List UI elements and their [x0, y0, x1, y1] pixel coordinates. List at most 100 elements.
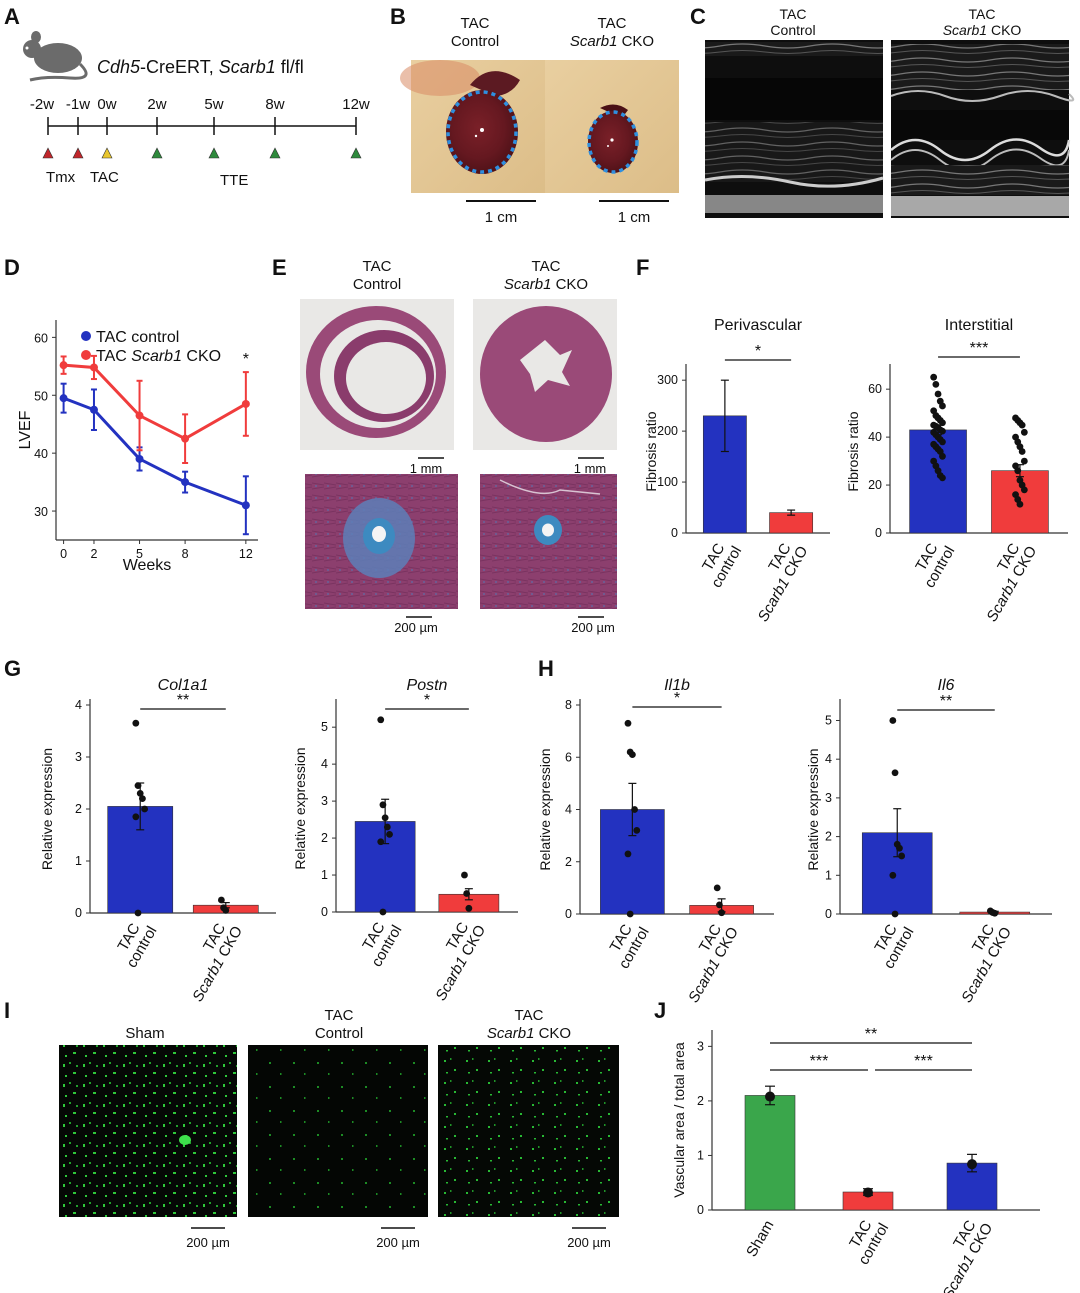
i-scale-sham: 200 µm: [186, 1235, 230, 1250]
y-tick-label: 4: [75, 698, 82, 712]
significance-label: ***: [970, 340, 989, 357]
cko-heart-image: [588, 111, 638, 173]
y-tick-label: 0: [671, 526, 678, 540]
d-y-axis-label: LVEF: [17, 410, 34, 449]
y-tick-label: 5: [321, 720, 328, 734]
timeline-label: -2w: [30, 96, 54, 113]
e-scale-um-control: 200 µm: [394, 620, 438, 635]
panel-labels: A B C D E F G H I J: [4, 4, 706, 1023]
data-point: [626, 910, 634, 918]
x-category-label: TACcontrol: [602, 916, 653, 971]
mouse-icon: [23, 31, 88, 82]
data-point: [377, 838, 385, 846]
timeline-ticks: -2w -1w 0w 2w 5w 8w 12w: [30, 96, 370, 159]
j-bar: [744, 1095, 796, 1211]
y-tick-label: 2: [565, 855, 572, 869]
j-category-label: TACcontrol: [841, 1212, 892, 1267]
y-tick-label: 0: [321, 905, 328, 919]
timeline-marker: [208, 147, 220, 159]
significance-label: *: [755, 343, 761, 360]
chart-title: Il6: [938, 677, 955, 694]
significance-label: *: [674, 690, 680, 707]
x-category-label: TACScarb1 CKO: [944, 916, 1015, 1005]
data-point: [386, 830, 393, 838]
data-point: [939, 402, 946, 410]
d-data-point: [89, 363, 98, 372]
j-y-tick-label: 1: [697, 1148, 704, 1162]
data-point: [713, 884, 721, 892]
d-series-line: [63, 396, 247, 507]
e-cko-heart-section: [480, 306, 612, 442]
e-control-heart-section: [306, 306, 446, 438]
data-point: [889, 717, 897, 724]
panel-d: 30 40 50 60 0 2 5 8 12 Weeks LVEF TAC control TAC Sc…: [17, 320, 258, 574]
d-significance-star: *: [243, 351, 249, 368]
j-category-label: TACScarb1 CKO: [926, 1212, 997, 1293]
panel-e: TAC Control TAC Scarb1 CKO 1 mm 1 mm 200…: [300, 258, 617, 635]
lvef-line-chart: 30 40 50 60 0 2 5 8 12 Weeks LVEF TAC control TAC Sc…: [17, 320, 258, 574]
panel-i: Sham TAC Control TAC Scarb1 CKO 200 µm 2…: [59, 1007, 619, 1250]
y-tick-label: 40: [868, 430, 882, 444]
panel-label-g: G: [4, 656, 21, 681]
data-point: [136, 790, 144, 797]
data-point: [1016, 500, 1024, 508]
data-point: [1020, 486, 1028, 494]
i-sham-vessel: [179, 1135, 191, 1145]
c-control-tac: TAC: [780, 6, 807, 22]
y-tick-label: 100: [657, 475, 678, 489]
d-x-axis-label: Weeks: [123, 557, 172, 574]
data-point: [465, 904, 473, 912]
d-data-point: [135, 411, 144, 420]
data-point: [628, 751, 636, 759]
data-point: [891, 910, 899, 918]
e-scale-mm-cko: 1 mm: [574, 461, 607, 476]
y-tick-label: 1: [825, 868, 832, 882]
timeline-label: 8w: [265, 96, 284, 113]
b-cko-label: Scarb1 CKO: [570, 33, 654, 50]
x-category-label: TACScarb1 CKO: [418, 914, 489, 1003]
data-point: [463, 890, 471, 897]
y-tick-label: 20: [868, 478, 882, 492]
timeline-marker: [101, 147, 113, 159]
c-control-label: Control: [770, 22, 815, 38]
panel-label-f: F: [636, 255, 649, 280]
panel-c: TAC Control TAC Scarb1 CKO: [704, 6, 1075, 218]
panel-a: Cdh5-CreERT, Scarb1 fl/fl -2w -1w 0w 2w 5w 8w…: [23, 31, 370, 189]
e-scale-um-cko: 200 µm: [571, 620, 615, 635]
chart-title: Perivascular: [714, 317, 803, 334]
d-series-line: [63, 363, 247, 441]
b-scale-label-control: 1 cm: [485, 209, 518, 226]
data-point: [379, 801, 387, 809]
j-y-axis-label: Vascular area / total area: [671, 1042, 687, 1198]
data-point: [718, 909, 726, 917]
i-cko-image: [438, 1045, 619, 1217]
panel-label-c: C: [690, 4, 706, 29]
data-point: [633, 827, 641, 834]
c-echo-cko: [890, 40, 1075, 218]
i-scale-control: 200 µm: [376, 1235, 420, 1250]
d-data-point: [241, 501, 250, 510]
data-point: [381, 814, 389, 822]
data-point: [141, 805, 149, 813]
cko-heart-outline: [587, 110, 639, 174]
y-tick-label: 0: [565, 907, 572, 921]
x-category-label: TACcontrol: [109, 915, 160, 970]
data-point: [1020, 428, 1028, 436]
data-point: [932, 380, 940, 388]
timeline-marker: [42, 147, 54, 159]
data-point: [134, 909, 142, 917]
x-category-label: TACScarb1 CKO: [741, 535, 812, 624]
i-sham-label: Sham: [125, 1025, 164, 1042]
control-heart-outline: [446, 90, 518, 174]
y-tick-label: 3: [321, 794, 328, 808]
y-tick-label: 2: [321, 831, 328, 845]
data-point: [222, 907, 230, 914]
x-category-label: TACScarb1 CKO: [175, 915, 246, 1004]
tmx-label: Tmx: [46, 169, 76, 186]
i-cko-tac: TAC: [515, 1007, 544, 1024]
j-category-label: Sham: [743, 1218, 777, 1260]
y-tick-label: 300: [657, 373, 678, 387]
vascular-area-chart: 0 1 2 3 Vascular area / total area Sham TACcon…: [671, 1026, 1040, 1293]
y-tick-label: 0: [875, 526, 882, 540]
